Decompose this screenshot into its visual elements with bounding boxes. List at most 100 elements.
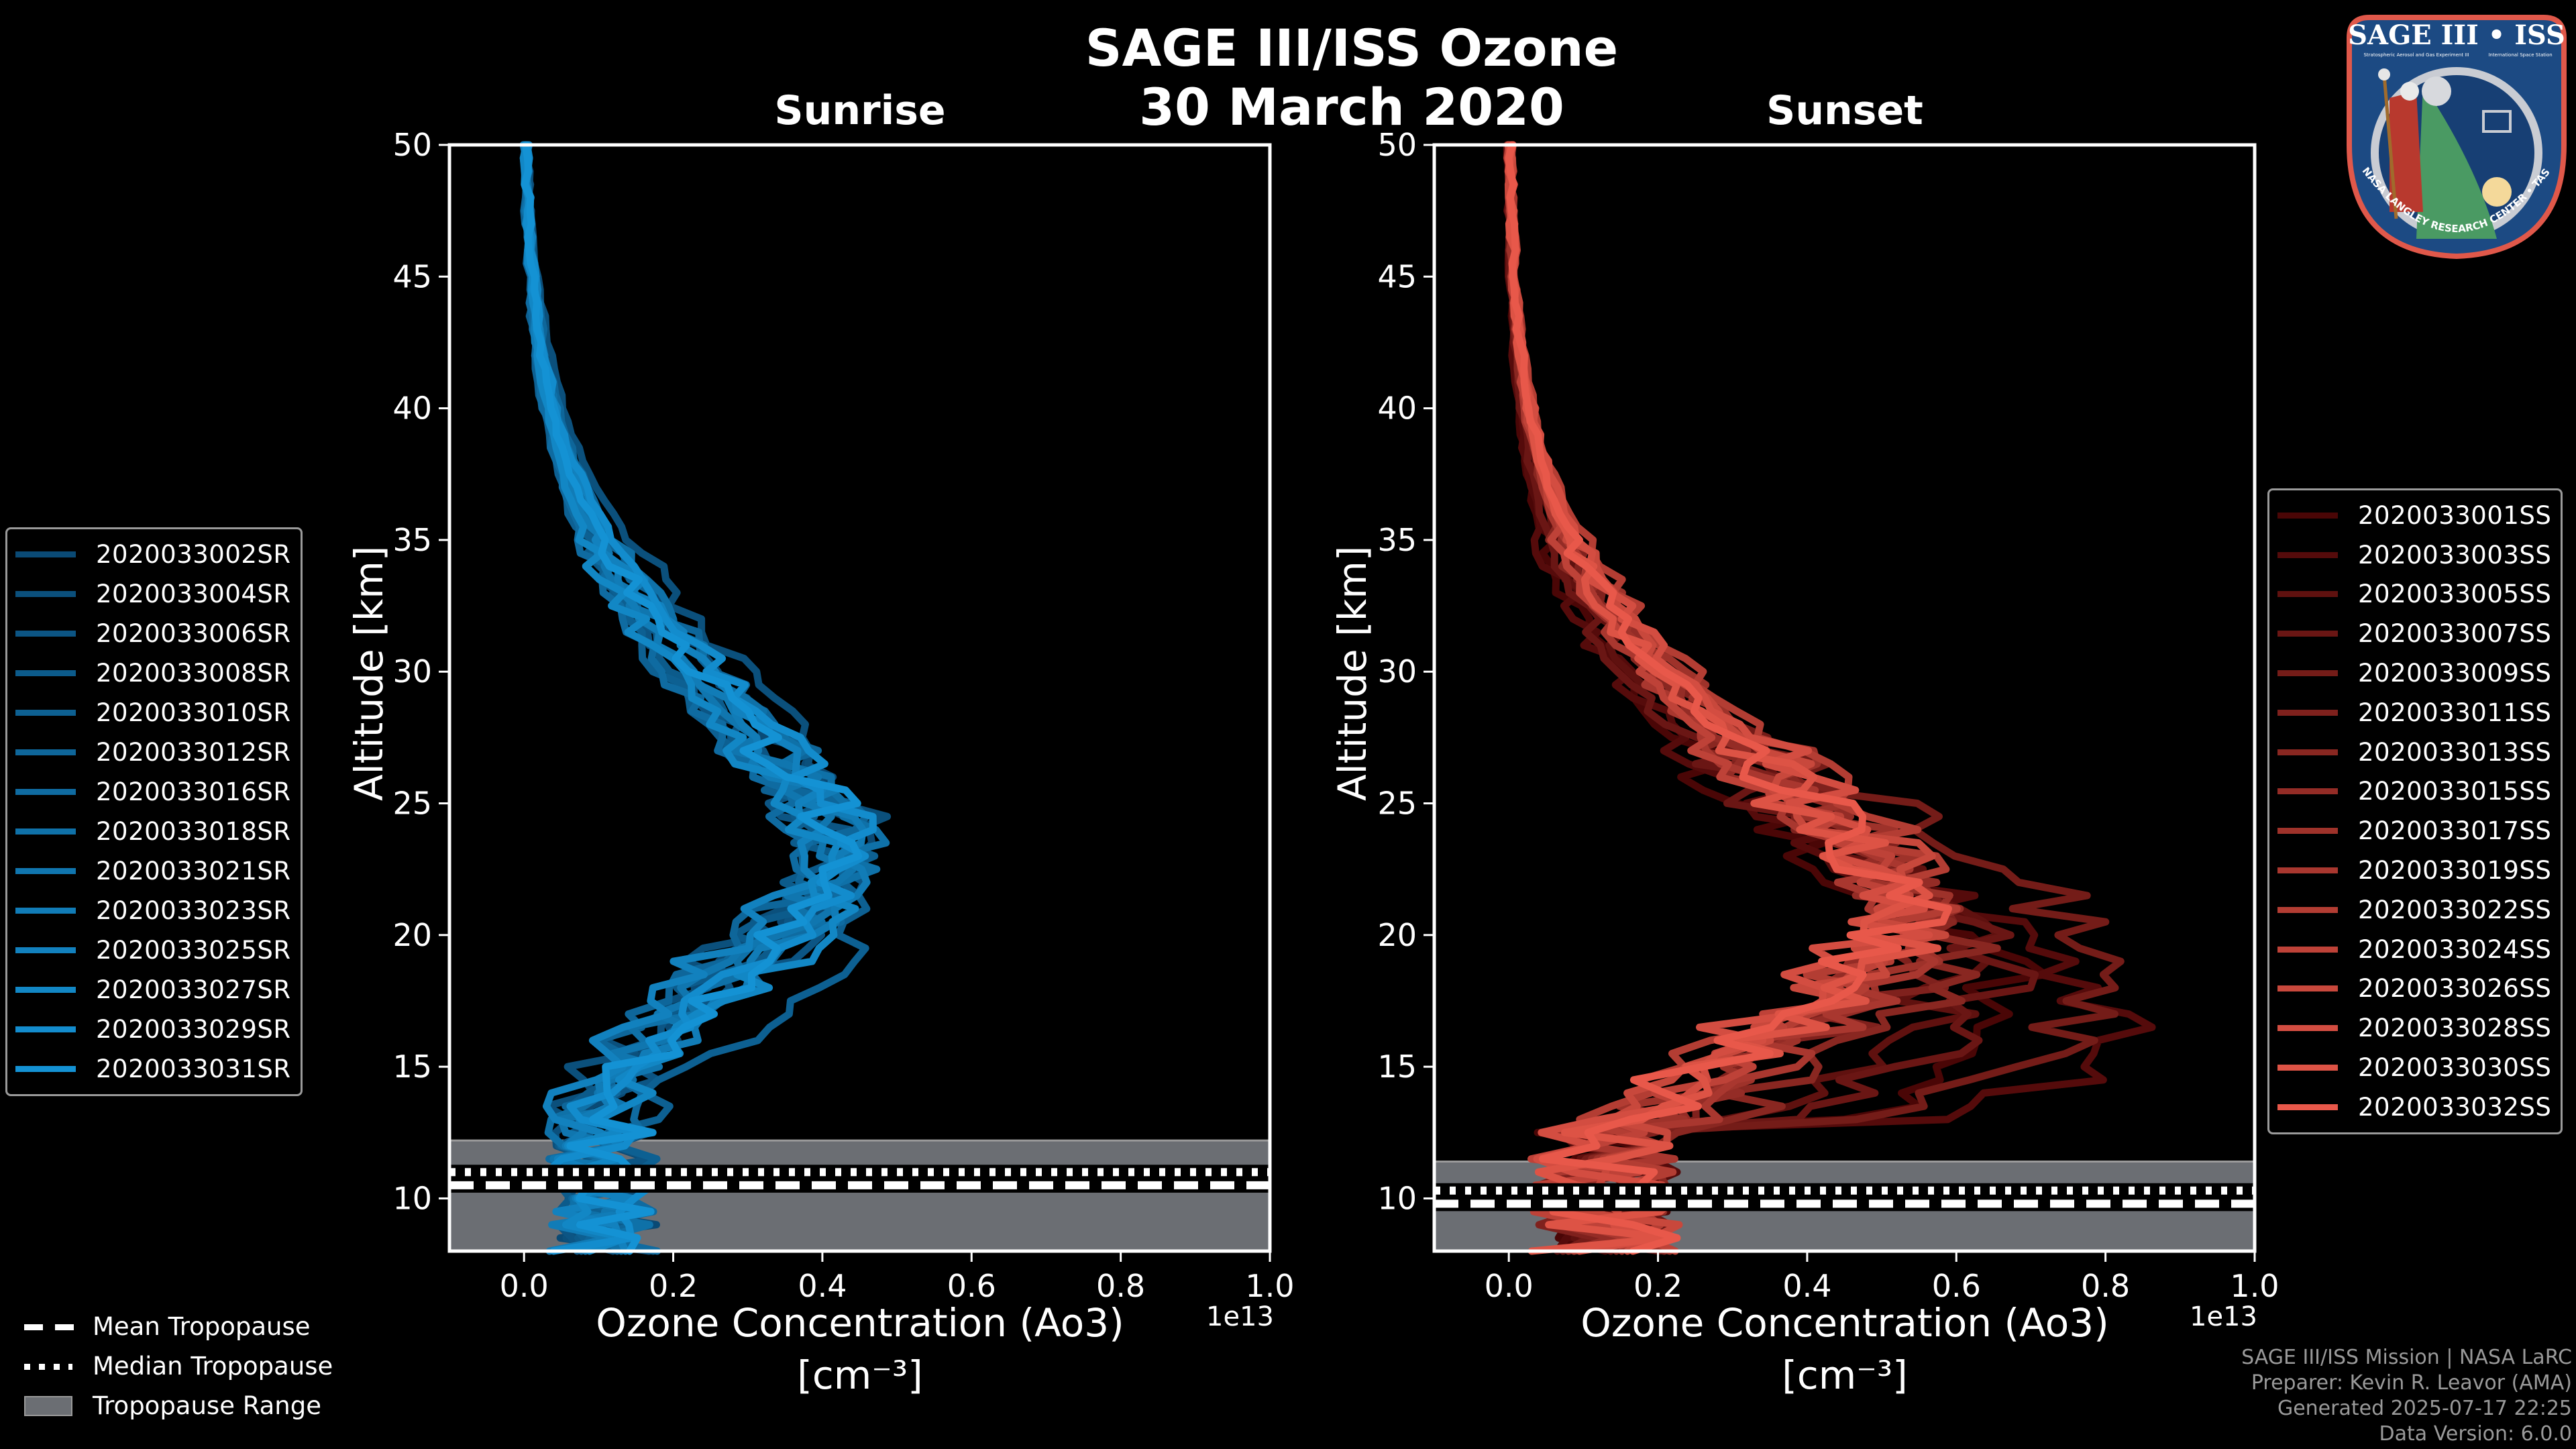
- legend-line-swatch: [2277, 1065, 2338, 1071]
- legend-line-swatch: [15, 908, 76, 914]
- legend-item: 2020033006SR: [15, 614, 291, 653]
- legend-label: 2020033010SR: [96, 698, 291, 727]
- logo-subtitle-right: International Space Station: [2488, 52, 2552, 58]
- sunrise-xlabel-units: [cm⁻³]: [797, 1352, 923, 1398]
- legend-line-swatch: [2277, 985, 2338, 992]
- sunrise-xtick-label: 0.2: [649, 1268, 698, 1304]
- sunset-xtick-label: 0.0: [1485, 1268, 1534, 1304]
- legend-line-swatch: [2277, 709, 2338, 716]
- legend-line-swatch: [15, 551, 76, 557]
- legend-label: 2020033002SR: [96, 540, 291, 569]
- sunrise-xtick-label: 0.4: [798, 1268, 847, 1304]
- legend-line-swatch: [2277, 828, 2338, 835]
- footer-mission: SAGE III/ISS Mission | NASA LaRC: [2241, 1346, 2572, 1369]
- legend-label: 2020033016SR: [96, 777, 291, 806]
- legend-item: 2020033017SS: [2277, 811, 2551, 851]
- sunrise-xtick-label: 0.6: [947, 1268, 996, 1304]
- legend-item: 2020033032SS: [2277, 1087, 2551, 1127]
- dashed-line-swatch: [24, 1317, 74, 1337]
- legend-line-swatch: [15, 987, 76, 993]
- legend-label: 2020033001SS: [2358, 500, 2552, 530]
- legend-label: 2020033004SR: [96, 580, 291, 608]
- legend-label: 2020033027SR: [96, 975, 291, 1004]
- legend-item: 2020033025SR: [15, 930, 291, 970]
- sunset-xtick-label: 0.4: [1782, 1268, 1831, 1304]
- legend-label: 2020033015SS: [2358, 777, 2552, 806]
- legend-item: 2020033009SS: [2277, 653, 2551, 693]
- legend-line-swatch: [15, 789, 76, 795]
- legend-item: 2020033001SS: [2277, 496, 2551, 535]
- legend-label: 2020033018SR: [96, 817, 291, 846]
- legend-item: 2020033003SS: [2277, 535, 2551, 575]
- footer-preparer: Preparer: Kevin R. Leavor (AMA): [2251, 1371, 2572, 1395]
- legend-item: 2020033030SS: [2277, 1048, 2551, 1087]
- legend-line-swatch: [2277, 788, 2338, 795]
- sunset-xlabel-units: [cm⁻³]: [1782, 1352, 1908, 1398]
- legend-item: 2020033026SS: [2277, 969, 2551, 1009]
- legend-mean-tropopause: Mean Tropopause: [24, 1307, 333, 1346]
- legend-line-swatch: [15, 1066, 76, 1072]
- sunset-xtick-label: 0.2: [1633, 1268, 1682, 1304]
- sunrise-xtick-label: 1.0: [1245, 1268, 1294, 1304]
- legend-item: 2020033016SR: [15, 772, 291, 812]
- legend-item: 2020033005SS: [2277, 575, 2551, 614]
- legend-item: 2020033024SS: [2277, 930, 2551, 969]
- legend-median-tropopause: Median Tropopause: [24, 1346, 333, 1386]
- sunset-ytick-label: 30: [1377, 653, 1417, 690]
- sunrise-ytick-label: 25: [392, 786, 432, 822]
- legend-item: 2020033007SS: [2277, 614, 2551, 653]
- sunset-xtick-label: 1.0: [2230, 1268, 2279, 1304]
- legend-label: 2020033019SS: [2358, 856, 2552, 885]
- legend-label: 2020033029SR: [96, 1015, 291, 1044]
- legend-line-swatch: [2277, 591, 2338, 598]
- legend-label: 2020033025SR: [96, 936, 291, 965]
- sunset-ytick-label: 10: [1377, 1180, 1417, 1216]
- figure-date: 30 March 2020: [1139, 77, 1564, 137]
- profile-line-2020033003SS: [1503, 141, 2156, 1255]
- legend-label: 2020033032SS: [2358, 1092, 2552, 1122]
- legend-line-swatch: [2277, 749, 2338, 755]
- sunrise-xtick-label: 0.8: [1096, 1268, 1145, 1304]
- sunset-xlabel: Ozone Concentration (Ao3): [1580, 1300, 2109, 1346]
- legend-item: 2020033031SR: [15, 1049, 291, 1089]
- sunrise-xtick-label: 0.0: [500, 1268, 549, 1304]
- legend-item: 2020033023SR: [15, 891, 291, 930]
- sunrise-legend: 2020033002SR 2020033004SR 2020033006SR 2020…: [5, 527, 303, 1096]
- legend-item: 2020033027SR: [15, 970, 291, 1010]
- legend-label: 2020033008SR: [96, 659, 291, 688]
- sunset-ytick-label: 40: [1377, 390, 1417, 427]
- legend-line-swatch: [15, 631, 76, 637]
- legend-label: 2020033007SS: [2358, 619, 2552, 649]
- sunrise-panel-title: Sunrise: [774, 87, 946, 134]
- legend-line-swatch: [15, 670, 76, 676]
- legend-line-swatch: [2277, 1104, 2338, 1110]
- sage-iii-iss-mission-patch-logo: SAGE III • ISS Stratospheric Aerosol and…: [2343, 11, 2567, 260]
- legend-line-swatch: [2277, 906, 2338, 913]
- sunrise-ylabel: Altitude [km]: [346, 545, 392, 801]
- legend-label: Tropopause Range: [93, 1391, 322, 1420]
- legend-line-swatch: [2277, 670, 2338, 677]
- sunset-plot: 0.0 0.2 0.4 0.6 0.8 1.0 10 15 20 25 30 35 40 45 50: [1377, 127, 2279, 1304]
- sunset-panel-title: Sunset: [1766, 87, 1923, 134]
- legend-item: 2020033028SS: [2277, 1008, 2551, 1048]
- legend-line-swatch: [2277, 631, 2338, 637]
- sunset-x-multiplier: 1e13: [2190, 1301, 2257, 1332]
- legend-item: 2020033004SR: [15, 574, 291, 614]
- sunrise-ytick-label: 20: [392, 917, 432, 953]
- sunset-ytick-label: 25: [1377, 786, 1417, 822]
- legend-label: 2020033003SS: [2358, 540, 2552, 570]
- legend-tropopause-range: Tropopause Range: [24, 1386, 333, 1426]
- sunrise-ytick-label: 10: [392, 1180, 432, 1216]
- sunset-ytick-label: 45: [1377, 258, 1417, 294]
- legend-label: 2020033017SS: [2358, 816, 2552, 846]
- sunset-ytick-label: 15: [1377, 1049, 1417, 1085]
- legend-line-swatch: [15, 828, 76, 835]
- legend-item: 2020033013SS: [2277, 733, 2551, 772]
- sunset-xtick-label: 0.8: [2081, 1268, 2130, 1304]
- range-band-swatch: [24, 1395, 72, 1416]
- sunset-xtick-label: 0.6: [1932, 1268, 1981, 1304]
- sunrise-xlabel: Ozone Concentration (Ao3): [596, 1300, 1124, 1346]
- legend-item: 2020033008SR: [15, 653, 291, 693]
- legend-label: 2020033023SR: [96, 896, 291, 925]
- profile-line-2020033032SS: [1505, 141, 1952, 1255]
